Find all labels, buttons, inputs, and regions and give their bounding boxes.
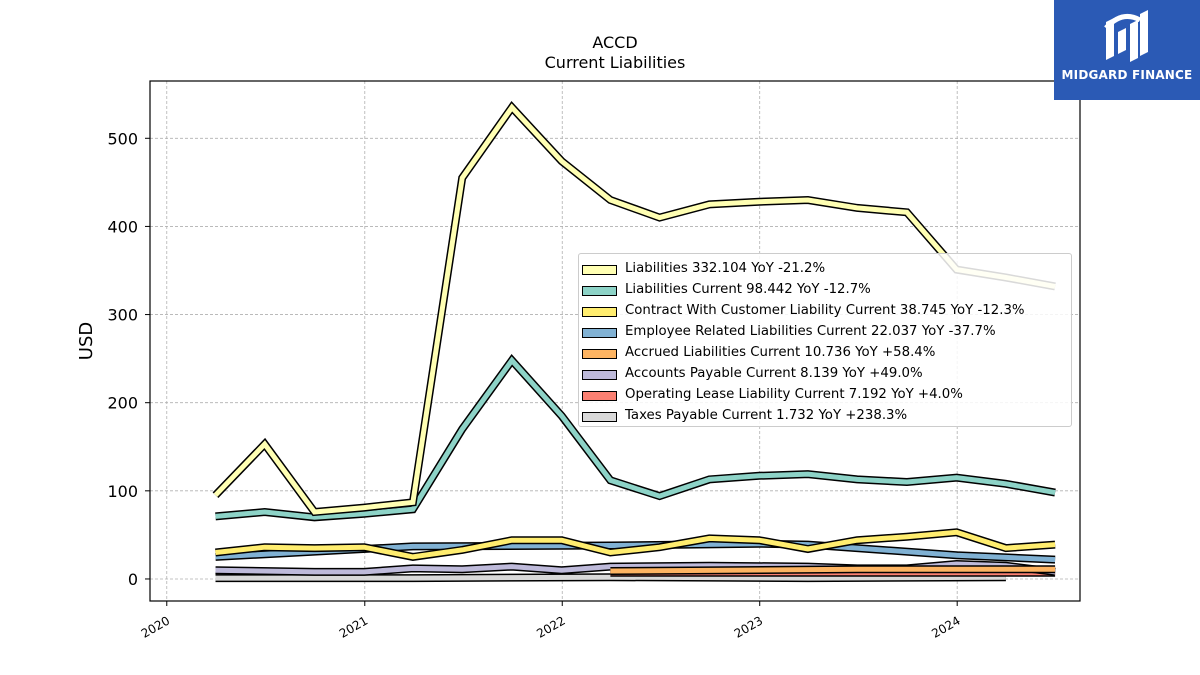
legend-item: Liabilities Current 98.442 YoY -12.7%: [579, 279, 1071, 300]
series-line-accrued-liabilities-current: [610, 566, 1056, 574]
legend-swatch: [582, 265, 617, 275]
y-tick-label: 500: [107, 129, 138, 148]
legend-item: Accrued Liabilities Current 10.736 YoY +…: [579, 342, 1071, 363]
legend-swatch: [582, 391, 617, 401]
legend-item: Taxes Payable Current 1.732 YoY +238.3%: [579, 405, 1071, 426]
chart-title: ACCD: [592, 33, 638, 52]
series-line-taxes-payable-current: [215, 574, 1006, 581]
y-tick-label: 400: [107, 217, 138, 236]
legend-label: Accounts Payable Current 8.139 YoY +49.0…: [625, 366, 923, 381]
legend-swatch: [582, 370, 617, 380]
legend-item: Liabilities 332.104 YoY -21.2%: [579, 258, 1071, 279]
legend-label: Employee Related Liabilities Current 22.…: [625, 324, 996, 339]
x-tick-label: 2024: [929, 613, 962, 640]
legend-item: Accounts Payable Current 8.139 YoY +49.0…: [579, 363, 1071, 384]
legend-label: Taxes Payable Current 1.732 YoY +238.3%: [625, 408, 908, 423]
logo-text: MIDGARD FINANCE: [1061, 68, 1193, 82]
legend-label: Contract With Customer Liability Current…: [625, 303, 1025, 318]
series-line-liabilities: [213, 103, 1056, 515]
chart-subtitle: Current Liabilities: [544, 53, 686, 72]
y-axis-label: USD: [76, 322, 97, 360]
x-tick-label: 2020: [139, 613, 172, 640]
y-tick-label: 100: [107, 482, 138, 501]
legend-swatch: [582, 307, 617, 317]
x-tick-label: 2021: [337, 613, 370, 640]
x-tick-label: 2022: [534, 613, 567, 640]
logo-mark-icon: [1104, 10, 1148, 62]
legend-label: Operating Lease Liability Current 7.192 …: [625, 387, 963, 402]
legend-label: Liabilities 332.104 YoY -21.2%: [625, 261, 826, 276]
y-tick-label: 300: [107, 306, 138, 325]
legend-item: Operating Lease Liability Current 7.192 …: [579, 384, 1071, 405]
legend-swatch: [582, 286, 617, 296]
legend-swatch: [582, 412, 617, 422]
plot-frame: [149, 80, 1081, 602]
series-line-liabilities-current: [215, 356, 1056, 520]
y-tick-label: 0: [128, 570, 138, 589]
legend-swatch: [582, 328, 617, 338]
chart-legend: Liabilities 332.104 YoY -21.2% Liabilitie…: [578, 253, 1072, 427]
legend-swatch: [582, 349, 617, 359]
legend-label: Accrued Liabilities Current 10.736 YoY +…: [625, 345, 936, 360]
series-line-contract-with-customer-liability-current: [215, 529, 1056, 560]
y-tick-label: 200: [107, 394, 138, 413]
brand-logo: MIDGARD FINANCE: [1054, 0, 1200, 100]
legend-item: Employee Related Liabilities Current 22.…: [579, 321, 1071, 342]
x-tick-label: 2023: [732, 613, 765, 640]
legend-label: Liabilities Current 98.442 YoY -12.7%: [625, 282, 871, 297]
legend-item: Contract With Customer Liability Current…: [579, 300, 1071, 321]
